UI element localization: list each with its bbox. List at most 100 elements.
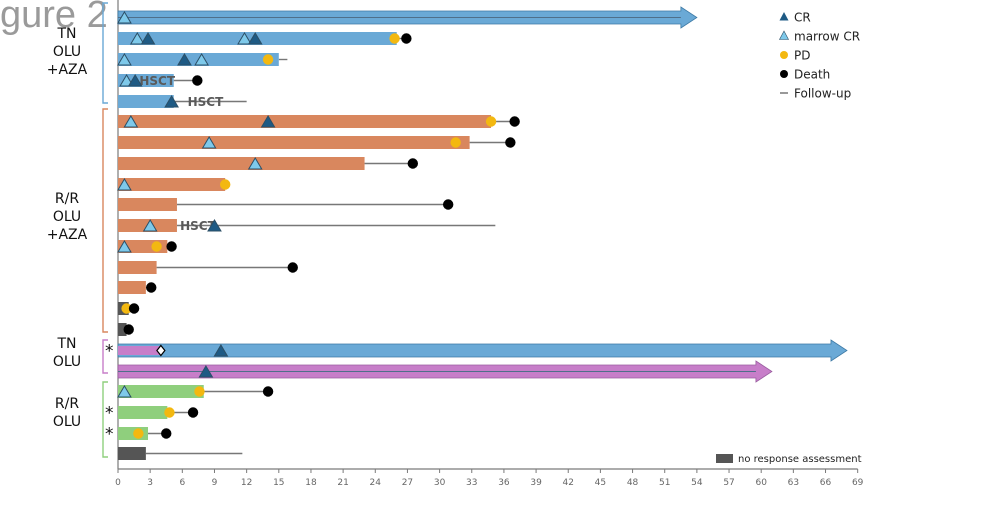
death-marker bbox=[187, 407, 199, 418]
x-tick-label: 51 bbox=[659, 478, 670, 488]
pd-marker bbox=[121, 303, 132, 314]
death-marker bbox=[192, 75, 203, 86]
pd-marker bbox=[164, 407, 175, 418]
marrow-cr-marker bbox=[237, 32, 252, 45]
death-marker bbox=[509, 116, 520, 127]
cr-marker bbox=[177, 53, 192, 66]
legend-label: Death bbox=[794, 68, 830, 82]
group-label-line: +AZA bbox=[47, 227, 88, 243]
x-tick-label: 33 bbox=[466, 478, 477, 488]
x-tick-label: 21 bbox=[337, 478, 348, 488]
death-marker bbox=[166, 241, 177, 252]
x-tick-label: 15 bbox=[273, 478, 284, 488]
x-tick-label: 3 bbox=[147, 478, 153, 488]
x-tick-label: 39 bbox=[530, 478, 542, 488]
pd-marker bbox=[194, 386, 205, 397]
x-tick-label: 63 bbox=[788, 478, 799, 488]
legend-label: CR bbox=[794, 11, 811, 25]
death-marker bbox=[161, 428, 172, 439]
x-tick-label: 42 bbox=[563, 478, 574, 488]
patient-bar bbox=[118, 115, 492, 128]
cr-marker bbox=[127, 74, 143, 87]
death-marker bbox=[442, 199, 454, 210]
x-tick-label: 60 bbox=[755, 478, 767, 488]
death-marker bbox=[262, 386, 274, 397]
x-tick-label: 30 bbox=[434, 478, 446, 488]
legend-death-icon bbox=[780, 70, 788, 78]
patient-bar bbox=[118, 261, 157, 274]
pd-marker bbox=[220, 179, 231, 190]
patient-bar bbox=[118, 178, 226, 191]
marrow-cr-marker bbox=[123, 115, 139, 128]
group-label-line: OLU bbox=[53, 209, 81, 225]
death-marker bbox=[128, 303, 140, 314]
legend-marrow-cr-icon bbox=[779, 30, 789, 40]
x-tick-label: 6 bbox=[179, 478, 185, 488]
cr-marker bbox=[247, 32, 263, 45]
x-tick-label: 66 bbox=[820, 478, 832, 488]
group-bracket bbox=[102, 2, 108, 104]
legend-pd-icon bbox=[780, 51, 788, 59]
patient-bar bbox=[118, 281, 146, 294]
x-tick-label: 27 bbox=[402, 478, 413, 488]
patient-bar bbox=[118, 95, 174, 108]
pd-marker bbox=[485, 116, 497, 127]
death-marker bbox=[407, 158, 418, 169]
patient-arrow bbox=[117, 339, 848, 362]
marrow-cr-marker bbox=[117, 53, 132, 66]
group-label-line: TN bbox=[56, 336, 76, 352]
pd-marker bbox=[450, 137, 461, 148]
star-marker: * bbox=[105, 425, 114, 445]
pd-marker bbox=[151, 241, 162, 252]
x-tick-label: 9 bbox=[212, 478, 218, 488]
cr-marker bbox=[164, 95, 179, 108]
pd-marker bbox=[389, 33, 400, 44]
marrow-cr-marker bbox=[194, 53, 209, 66]
marrow-cr-marker bbox=[129, 32, 145, 45]
hsct-label: HSCT bbox=[139, 74, 175, 88]
cr-marker bbox=[207, 219, 222, 232]
figure-label: gure 2 bbox=[0, 0, 108, 36]
pd-marker bbox=[133, 428, 144, 439]
death-marker bbox=[287, 262, 298, 273]
marrow-cr-marker bbox=[117, 385, 132, 398]
death-marker bbox=[401, 33, 412, 44]
diamond-marker bbox=[156, 344, 166, 357]
marrow-cr-marker bbox=[201, 136, 217, 149]
x-tick-label: 0 bbox=[115, 478, 121, 488]
group-label-line: R/R bbox=[55, 191, 79, 207]
cr-marker bbox=[260, 115, 276, 128]
hsct-label: HSCT bbox=[188, 95, 224, 109]
x-tick-label: 57 bbox=[723, 478, 734, 488]
group-label-line: OLU bbox=[53, 44, 81, 60]
group-label-line: TN bbox=[56, 26, 76, 42]
x-tick-label: 36 bbox=[498, 478, 510, 488]
x-tick-label: 12 bbox=[241, 478, 252, 488]
x-tick-label: 18 bbox=[305, 478, 317, 488]
marrow-cr-marker bbox=[117, 240, 132, 253]
legend-label: Follow-up bbox=[794, 87, 851, 101]
marrow-cr-marker bbox=[142, 219, 158, 232]
group-label-line: R/R bbox=[55, 396, 79, 412]
star-marker: * bbox=[105, 342, 114, 362]
marrow-cr-marker bbox=[117, 178, 132, 191]
marrow-cr-marker bbox=[247, 157, 263, 170]
pd-marker bbox=[262, 54, 274, 65]
patient-bar bbox=[118, 323, 127, 336]
group-bracket bbox=[102, 381, 108, 458]
x-tick-label: 24 bbox=[370, 478, 382, 488]
patient-bar bbox=[118, 198, 177, 211]
patient-bar bbox=[118, 157, 365, 170]
cr-marker bbox=[213, 344, 229, 357]
legend-no-response-label: no response assessment bbox=[738, 454, 862, 465]
x-tick-label: 69 bbox=[852, 478, 864, 488]
patient-bar bbox=[118, 136, 470, 149]
patient-bar bbox=[118, 447, 146, 460]
death-marker bbox=[505, 137, 516, 148]
legend-cr-icon bbox=[779, 12, 789, 21]
star-marker: * bbox=[105, 404, 114, 424]
patient-bar bbox=[118, 346, 161, 355]
group-bracket bbox=[102, 339, 108, 374]
death-marker bbox=[146, 282, 157, 293]
